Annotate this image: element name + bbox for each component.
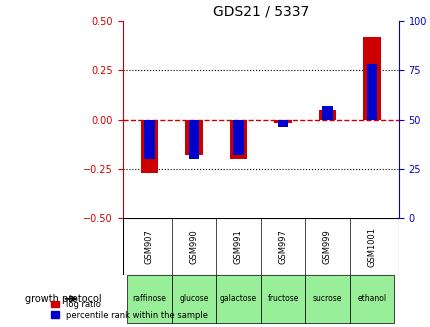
Bar [260,275,304,323]
Bar [362,37,380,120]
Bar [366,64,377,120]
Bar [349,275,393,323]
Text: galactose: galactose [219,294,256,303]
Text: GSM997: GSM997 [278,229,287,264]
Text: raffinose: raffinose [132,294,166,303]
Text: glucose: glucose [179,294,208,303]
Legend: log ratio, percentile rank within the sample: log ratio, percentile rank within the sa… [47,297,210,323]
Text: GSM907: GSM907 [144,229,154,264]
Text: GSM991: GSM991 [233,229,243,264]
Bar [127,275,171,323]
Bar [304,275,349,323]
Text: ethanol: ethanol [356,294,386,303]
Bar [171,275,216,323]
Bar [233,120,243,155]
Bar [188,120,199,159]
Text: GSM999: GSM999 [322,229,331,264]
Bar [140,120,158,173]
Text: sucrose: sucrose [312,294,341,303]
Bar [144,120,154,159]
Text: GSM1001: GSM1001 [367,227,376,267]
Bar [321,106,332,120]
Title: GDS21 / 5337: GDS21 / 5337 [212,4,308,18]
Bar [184,120,203,155]
Bar [318,110,336,120]
Text: growth protocol: growth protocol [25,294,101,304]
Bar [229,120,247,159]
Text: GSM990: GSM990 [189,229,198,264]
Bar [216,275,260,323]
Bar [277,120,288,128]
Text: fructose: fructose [267,294,298,303]
Bar [273,120,291,124]
